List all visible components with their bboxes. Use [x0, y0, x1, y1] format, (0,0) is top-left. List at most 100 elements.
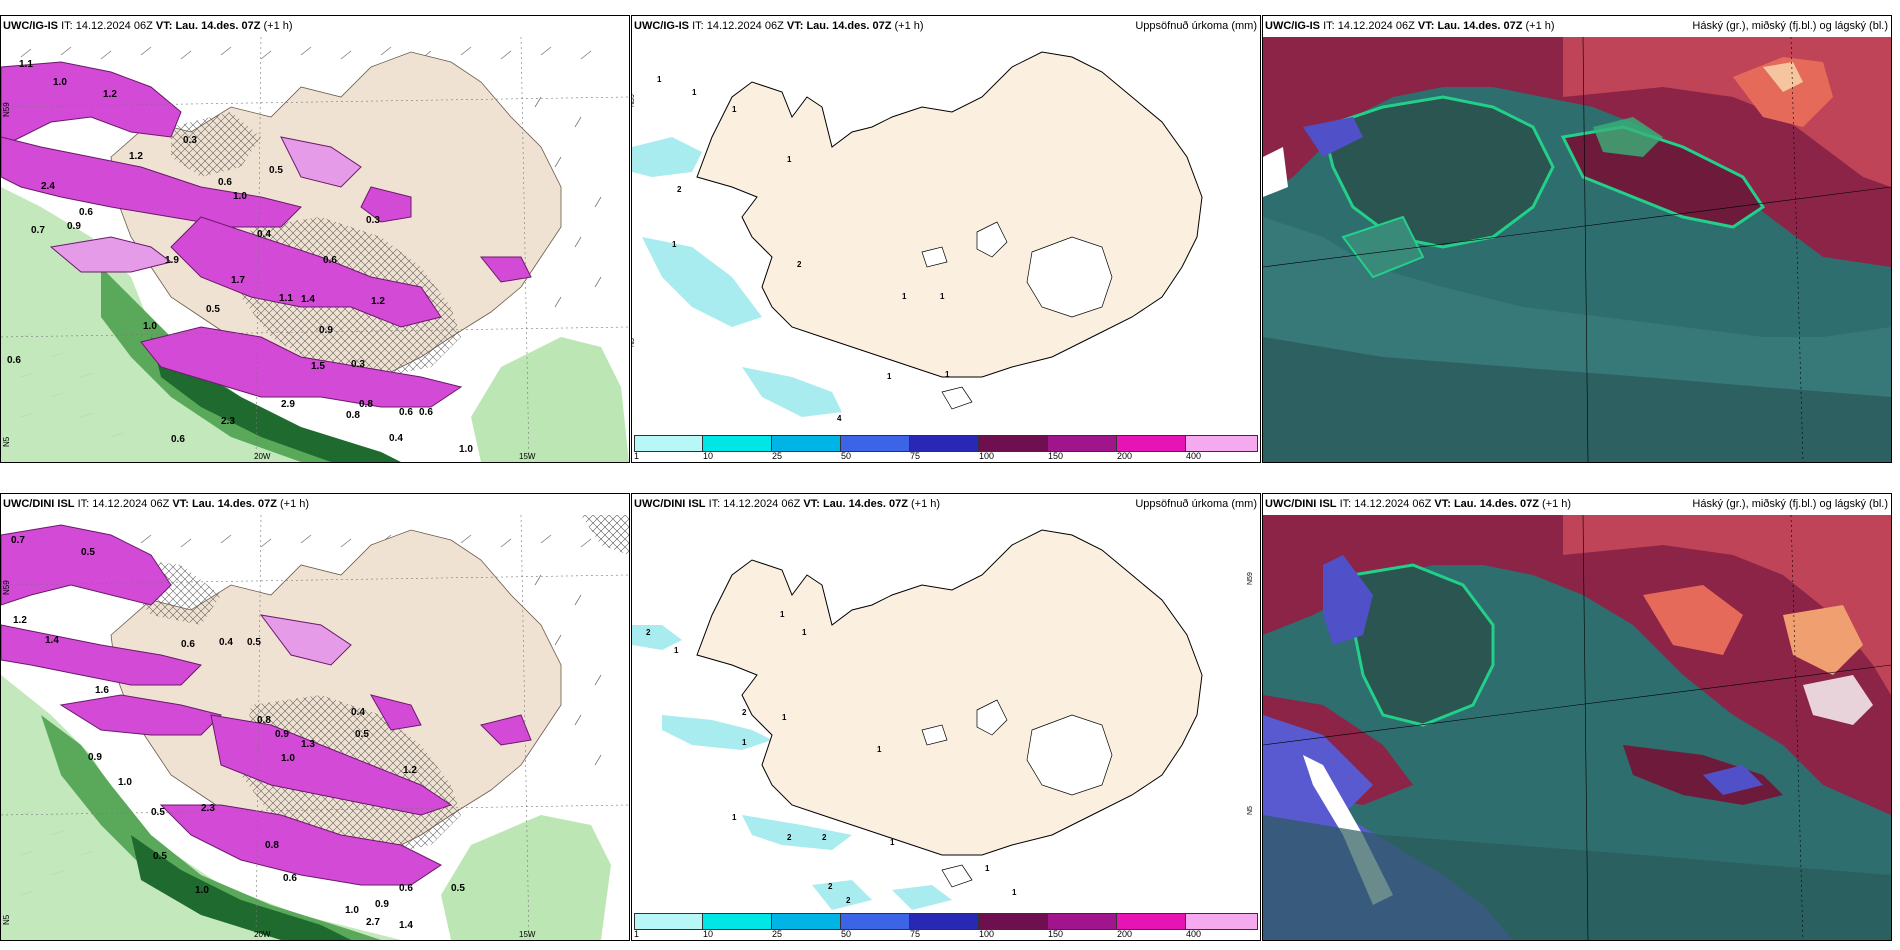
- precip-title: Uppsöfnuð úrkoma (mm): [1135, 20, 1257, 32]
- colorbar-tick: 200: [1117, 451, 1133, 461]
- offset: (+1 h): [894, 20, 924, 32]
- vt-label: VT:: [803, 498, 820, 510]
- cloud-map: [1263, 515, 1891, 940]
- panel-header: UWC/DINI ISL IT: 14.12.2024 06Z VT: Lau.…: [1263, 494, 1891, 514]
- cloud-map-svg: [1263, 515, 1891, 940]
- wind-label: 0.5: [451, 883, 465, 894]
- precip-label: 1: [657, 75, 662, 84]
- vt-value: Lau. 14.des. 07Z: [1437, 20, 1523, 32]
- wind-label: 0.4: [351, 707, 365, 718]
- lat-tick: N5: [632, 338, 636, 347]
- wind-label: 0.9: [319, 325, 333, 336]
- model-name: UWC/IG-IS: [3, 20, 58, 32]
- panel-header: UWC/IG-IS IT: 14.12.2024 06Z VT: Lau. 14…: [632, 16, 1260, 36]
- precip-bands: [1, 61, 532, 408]
- offset: (+1 h): [263, 20, 293, 32]
- vt-label: VT:: [172, 498, 189, 510]
- wind-label: 0.7: [11, 535, 25, 546]
- colorbar-tick: 50: [841, 929, 852, 939]
- wind-label: 0.4: [257, 229, 271, 240]
- it-label: IT:: [77, 498, 90, 510]
- wind-label: 0.6: [171, 434, 185, 445]
- cloud-title: Háský (gr.), miðský (fj.bl.) og lágský (…: [1692, 20, 1888, 32]
- wind-label: 0.5: [153, 851, 167, 862]
- wind-label: 1.0: [281, 753, 295, 764]
- precip-label: 1: [782, 713, 787, 722]
- panel-wind-row1: UWC/IG-IS IT: 14.12.2024 06Z VT: Lau. 14…: [0, 15, 630, 463]
- cloud-map: [1263, 37, 1891, 462]
- precip-label: 1: [802, 628, 807, 637]
- vt-value: Lau. 14.des. 07Z: [175, 20, 261, 32]
- wind-label: 1.2: [403, 765, 417, 776]
- panel-header: UWC/DINI ISL IT: 14.12.2024 06Z VT: Lau.…: [1, 494, 629, 514]
- colorbar-swatch: [841, 913, 910, 930]
- wind-label: 0.6: [419, 407, 433, 418]
- model-name: UWC/DINI ISL: [3, 498, 75, 510]
- colorbar-frame: [634, 435, 1258, 452]
- colorbar-swatch: [1117, 913, 1186, 930]
- lat-tick: N59: [632, 94, 636, 107]
- model-name: UWC/IG-IS: [634, 20, 689, 32]
- wind-label: 1.4: [399, 920, 413, 931]
- colorbar-tick: 100: [979, 929, 995, 939]
- vt-label: VT:: [786, 20, 804, 32]
- colorbar-swatch: [772, 435, 841, 452]
- precip-label: 2: [646, 628, 651, 637]
- wind-label: 1.6: [95, 685, 109, 696]
- wind-label: 1.2: [13, 615, 27, 626]
- precip-label: 1: [787, 155, 792, 164]
- wind-label: 1.3: [301, 739, 315, 750]
- wind-label: 0.5: [355, 729, 369, 740]
- wind-label: 0.8: [346, 410, 360, 421]
- wind-label: 1.2: [129, 151, 143, 162]
- wind-label: 2.7: [366, 917, 380, 928]
- precip-label: 1: [887, 372, 892, 381]
- precip-map-svg: 2 1 1 1 2 1 1 1 1 2 2 1 2 2 1 1 N59 N5: [632, 515, 1260, 910]
- lon-tick: 20W: [254, 452, 271, 461]
- lat-tick: N59: [1247, 572, 1254, 585]
- model-name: UWC/DINI ISL: [1265, 498, 1337, 510]
- lat-tick: N5: [2, 436, 11, 447]
- panel-precip-row1: UWC/IG-IS IT: 14.12.2024 06Z VT: Lau. 14…: [631, 15, 1261, 463]
- wind-label: 1.2: [103, 89, 117, 100]
- precip-label: 1: [890, 838, 895, 847]
- wind-label: 1.5: [311, 361, 325, 372]
- lat-tick: N5: [2, 914, 11, 925]
- precip-label: 1: [732, 813, 737, 822]
- wind-label: 0.6: [323, 255, 337, 266]
- precip-label: 2: [742, 708, 747, 717]
- wind-label: 1.1: [279, 293, 293, 304]
- lat-tick: N59: [2, 102, 11, 117]
- precip-label: 2: [677, 185, 682, 194]
- precip-label: 1: [945, 370, 950, 379]
- wind-label: 0.9: [88, 752, 102, 763]
- wind-label: 1.9: [165, 255, 179, 266]
- wind-label: 0.5: [247, 637, 261, 648]
- wind-label: 1.0: [118, 777, 132, 788]
- wind-label: 0.4: [389, 433, 403, 444]
- precip-label: 1: [902, 292, 907, 301]
- colorbar: 1 10 25 50 75 100 150 200 400: [632, 910, 1260, 940]
- vt-label: VT:: [1434, 498, 1451, 510]
- lon-tick: 15W: [519, 930, 536, 939]
- wind-label: 1.2: [371, 296, 385, 307]
- colorbar-tick: 75: [910, 451, 921, 461]
- wind-label: 0.6: [7, 355, 21, 366]
- precip-label: 1: [877, 745, 882, 754]
- colorbar-swatch: [910, 435, 979, 452]
- cloud-map-svg: [1263, 37, 1891, 462]
- wind-label: 2.4: [41, 181, 55, 192]
- wind-label: 2.9: [281, 399, 295, 410]
- colorbar-swatch: [979, 435, 1048, 452]
- wind-label: 0.6: [283, 873, 297, 884]
- wind-label: 0.9: [67, 221, 81, 232]
- colorbar-tick: 100: [979, 451, 995, 461]
- panel-cloud-row1: UWC/IG-IS IT: 14.12.2024 06Z VT: Lau. 14…: [1262, 15, 1892, 463]
- panel-cloud-row2: UWC/DINI ISL IT: 14.12.2024 06Z VT: Lau.…: [1262, 493, 1892, 941]
- it-label: IT:: [1339, 498, 1352, 510]
- precip-label: 1: [732, 105, 737, 114]
- wind-label: 0.6: [79, 207, 93, 218]
- colorbar-swatch: [841, 435, 910, 452]
- wind-label: 0.8: [359, 399, 373, 410]
- wind-map-svg: 1.1 1.0 1.2 0.3 1.2 0.6 0.5 1.0 2.4 0.6 …: [1, 37, 629, 462]
